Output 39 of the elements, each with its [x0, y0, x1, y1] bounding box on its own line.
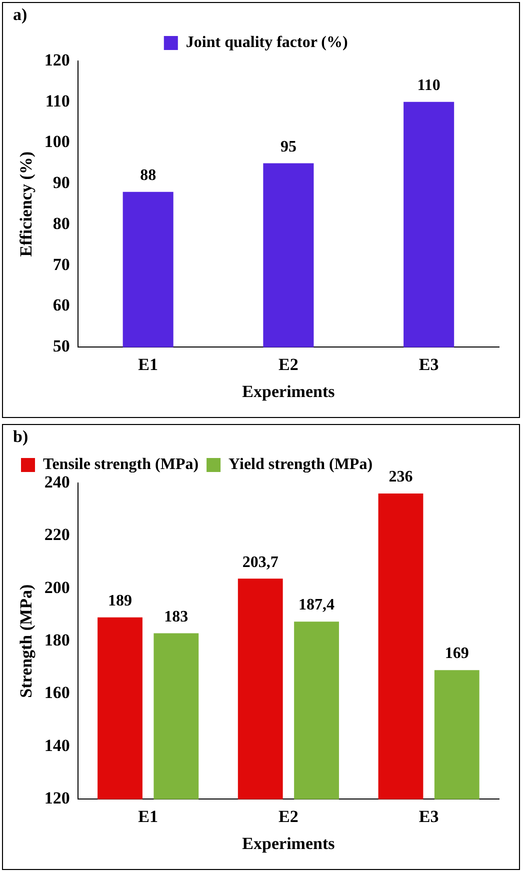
data-label: 236: [388, 468, 413, 486]
x-tick-label: E2: [278, 354, 298, 374]
x-tick-label: E3: [418, 806, 439, 826]
x-tick-label: E1: [138, 354, 158, 374]
y-axis-title: Efficiency (%): [16, 151, 36, 257]
data-label: 187,4: [298, 596, 335, 614]
text: b): [13, 426, 28, 446]
y-tick-label: 240: [44, 472, 70, 492]
y-tick-label: 200: [44, 578, 70, 597]
y-tick-label: 160: [44, 683, 70, 702]
x-axis-title: Experiments: [242, 834, 336, 854]
y-tick-label: 100: [44, 132, 70, 152]
y-tick-label: 50: [52, 336, 70, 356]
y-tick-label: 180: [44, 630, 70, 650]
data-label: 88: [140, 166, 156, 184]
data-label: 189: [108, 592, 132, 610]
y-tick-label: 60: [52, 296, 70, 315]
y-tick-label: 220: [44, 525, 70, 544]
x-tick-label: E1: [138, 806, 158, 826]
y-tick-label: 70: [52, 254, 70, 274]
y-tick-label: 120: [44, 50, 70, 70]
x-tick-label: E2: [278, 806, 298, 826]
data-label: 203,7: [242, 554, 278, 571]
legend-label: Tensile strength (MPa): [43, 456, 199, 474]
y-tick-label: 80: [52, 214, 70, 233]
data-label: 110: [417, 77, 440, 94]
legend-label: Joint quality factor (%): [186, 34, 348, 52]
data-label: 169: [444, 645, 469, 662]
x-tick-label: E3: [418, 354, 439, 374]
legend-label: Yield strength (MPa): [228, 456, 373, 474]
data-label: 183: [164, 608, 188, 626]
y-tick-label: 140: [44, 736, 70, 755]
y-tick-label: 90: [52, 173, 70, 192]
data-label: 95: [280, 138, 296, 156]
text: a): [13, 4, 28, 24]
y-axis-title: Strength (MPa): [16, 584, 36, 698]
y-tick-label: 120: [44, 788, 70, 808]
x-axis-title: Experiments: [242, 382, 336, 402]
y-tick-label: 110: [45, 91, 70, 110]
